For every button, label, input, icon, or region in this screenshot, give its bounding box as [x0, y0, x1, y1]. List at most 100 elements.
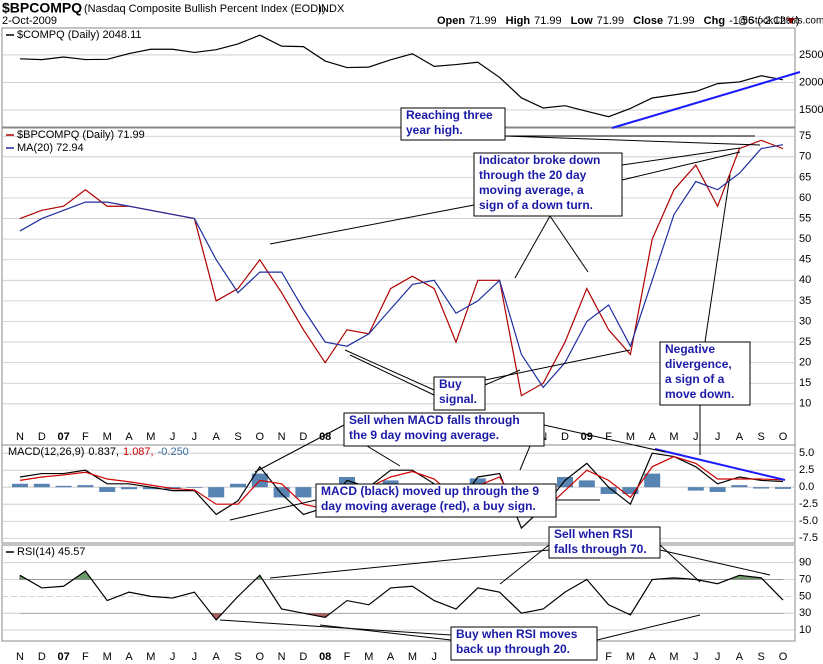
title: $BPCOMPQ	[2, 0, 82, 16]
y-tick-label: 1500	[799, 104, 823, 116]
x-tick-label: M	[669, 651, 678, 663]
x-tick-label: A	[213, 431, 221, 443]
date: 2-Oct-2009	[2, 15, 57, 27]
x-tick-label: D	[38, 431, 46, 443]
legend-entry: -0.250	[158, 446, 189, 458]
x-tick-label: J	[715, 651, 721, 663]
x-tick-label: J	[192, 651, 198, 663]
x-tick-label: N	[278, 431, 286, 443]
x-tick-label: M	[364, 651, 373, 663]
quote-value: 71.99	[597, 15, 625, 27]
x-tick-label: N	[278, 651, 286, 663]
x-tick-label: M	[408, 651, 417, 663]
x-tick-label: 07	[57, 651, 69, 663]
panel-frame	[1, 27, 796, 128]
annotation-box	[473, 152, 623, 217]
x-tick-label: O	[256, 431, 265, 443]
x-tick-label: D	[299, 431, 307, 443]
quote-value: 71.99	[667, 15, 695, 27]
histogram-bar	[142, 487, 159, 490]
x-tick-label: M	[146, 431, 155, 443]
annotation-text: Buy	[439, 377, 462, 391]
panels	[1, 27, 796, 642]
annotation-text: sign of a down turn.	[479, 198, 593, 212]
histogram-bar	[644, 473, 661, 488]
x-tick-label: A	[649, 431, 657, 443]
annotation-box	[400, 107, 506, 141]
pointer	[549, 215, 589, 273]
histogram-bar	[186, 487, 203, 488]
pointer	[269, 549, 550, 579]
histogram-bar	[731, 485, 748, 488]
annotation-text: Sell when RSI	[554, 527, 633, 541]
pointer	[659, 549, 771, 576]
legend-entry: $BPCOMPQ (Daily) 71.99	[17, 129, 145, 141]
pointer	[519, 445, 531, 471]
annotation-text: signal.	[439, 392, 477, 406]
y-tick-label: 10	[799, 398, 811, 410]
y-tick-label: 70	[799, 151, 811, 163]
pointer	[621, 147, 741, 166]
down-arrow	[787, 18, 795, 24]
credit: @StockCharts.com	[738, 16, 823, 27]
y-tick-label: 45	[799, 254, 811, 266]
quote-label: High	[506, 15, 531, 27]
annotation-text: a sign of a	[665, 372, 725, 386]
pointer	[504, 135, 761, 146]
histogram-bar	[687, 487, 704, 491]
legend-label: MACD(12,26,9)	[8, 446, 84, 458]
quote-value: 71.99	[469, 15, 497, 27]
annotation-text: through the 20 day	[479, 168, 587, 182]
annotation-text: Indicator broke down	[479, 153, 600, 167]
y-tick-label: 2.5	[799, 464, 814, 476]
x-tick-label: J	[693, 431, 699, 443]
quote-value: 71.99	[534, 15, 562, 27]
series-line	[19, 455, 784, 512]
pointer	[344, 349, 435, 391]
annotation-box	[659, 341, 751, 406]
x-tick-label: N	[16, 431, 24, 443]
plot-layer: 1500 2000 2500 $COMPQ (Daily) 2048.11 10 15 20…	[2, 29, 823, 663]
histogram-bar	[600, 487, 617, 494]
annotation-text: moving average, a	[479, 183, 584, 197]
y-tick-label: -7.5	[799, 532, 818, 544]
annotation-text: back up through 20.	[456, 642, 570, 656]
series-line	[19, 452, 784, 530]
x-tick-label: J	[431, 651, 437, 663]
y-tick-label: 50	[799, 590, 811, 602]
x-tick-label: M	[626, 651, 635, 663]
legend-entry: $COMPQ (Daily) 2048.11	[17, 29, 142, 41]
y-tick-label: 35	[799, 295, 811, 307]
y-tick-label: 5.0	[799, 447, 814, 459]
x-tick-label: D	[561, 431, 569, 443]
pointer	[514, 215, 551, 279]
y-tick-label: 70	[799, 573, 811, 585]
x-tick-label: S	[758, 431, 765, 443]
subtitle: (Nasdaq Composite Bullish Percent Index …	[84, 3, 325, 15]
pointer	[543, 424, 666, 453]
x-tick-label: S	[758, 651, 765, 663]
x-tick-label: M	[626, 431, 635, 443]
histogram-bar	[709, 487, 726, 492]
annotation-pointers	[219, 71, 801, 641]
x-tick-label: F	[605, 651, 612, 663]
annotation-box	[315, 483, 557, 518]
histogram-bar	[469, 478, 486, 488]
y-tick-label: 50	[799, 233, 811, 245]
legend-entry: 1.087,	[123, 446, 154, 458]
histogram-bar	[12, 483, 28, 488]
y-tick-label: 30	[799, 315, 811, 327]
histogram-bar	[622, 487, 639, 494]
x-tick-label: S	[234, 651, 241, 663]
legend-entry: MA(20) 72.94	[17, 142, 84, 154]
x-tick-label: A	[125, 651, 133, 663]
y-tick-label: 60	[799, 192, 811, 204]
legend-entry: 0.837,	[88, 446, 119, 458]
histogram-bar	[33, 483, 50, 488]
y-tick-label: -2.5	[799, 498, 818, 510]
histogram-bar	[775, 487, 791, 489]
x-tick-label: D	[38, 651, 46, 663]
y-tick-label: 2500	[799, 49, 823, 61]
x-tick-label: D	[299, 651, 307, 663]
